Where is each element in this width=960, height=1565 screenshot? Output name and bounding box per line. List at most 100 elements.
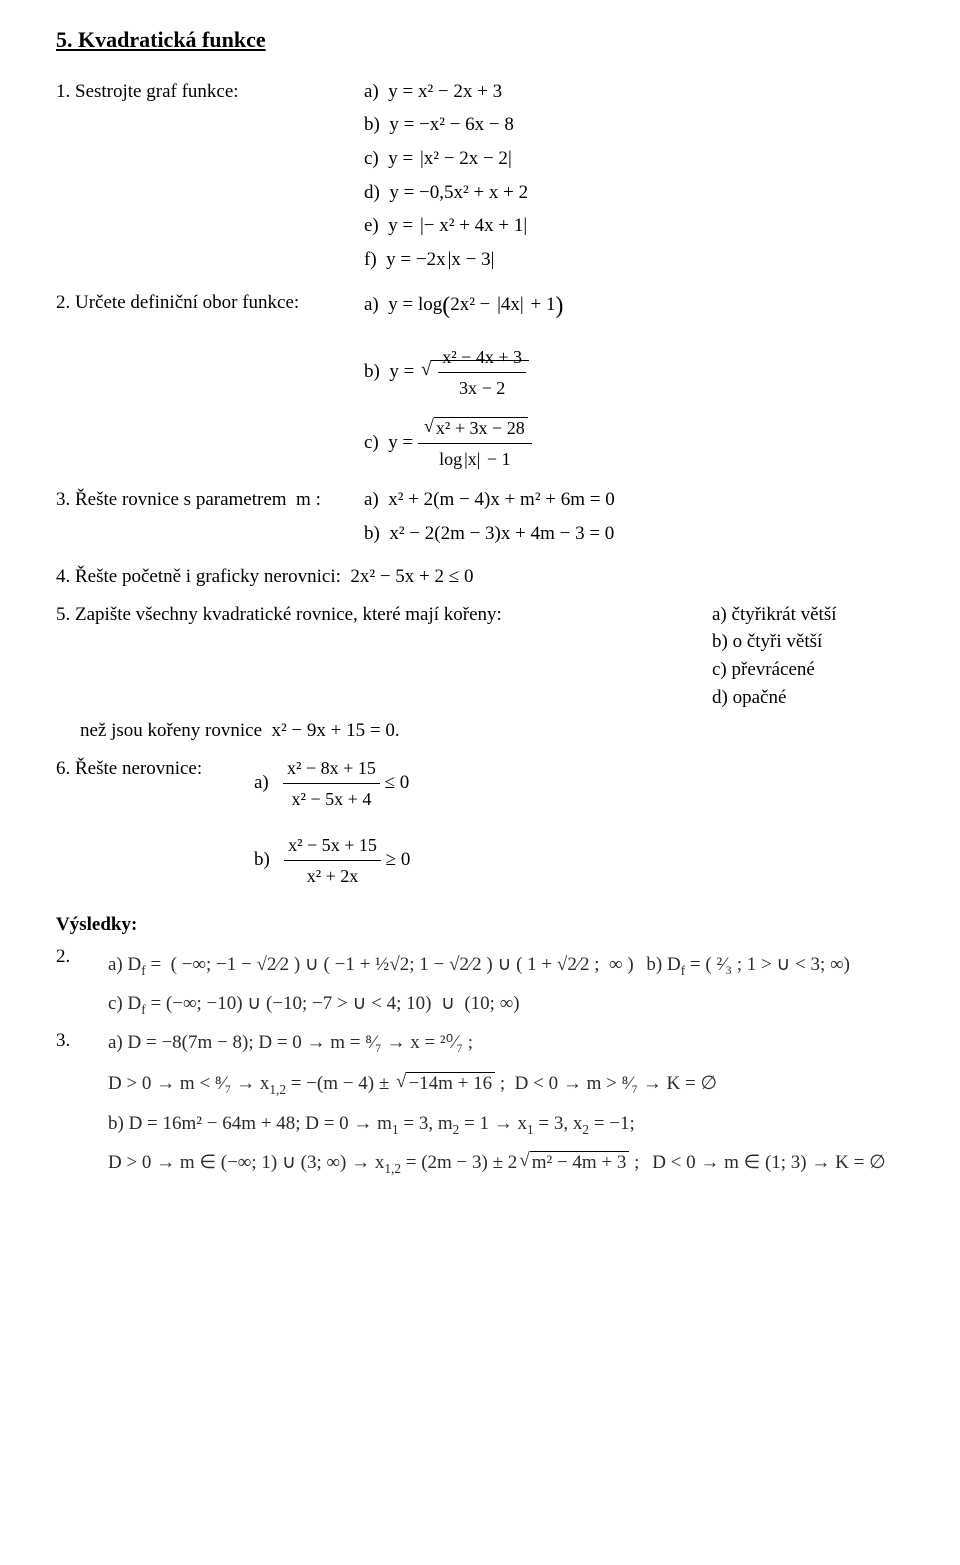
- q6-a: a) x² − 8x + 15 x² − 5x + 4 ≤ 0: [254, 755, 912, 812]
- q2-a-inner-abs: 4x: [495, 294, 526, 315]
- r2c-body: = (−∞; −10) ∪ (−10; −7 > ∪ < 4; 10) ∪ (1…: [146, 993, 520, 1014]
- result-2c: c) Df = (−∞; −10) ∪ (−10; −7 > ∪ < 4; 10…: [104, 988, 524, 1021]
- q6-b-den: x² + 2x: [284, 861, 381, 889]
- q5-opt-a: a) čtyřikrát větší: [712, 601, 912, 629]
- r3b-l1-mid1: = 3, m: [399, 1113, 453, 1134]
- q5-tail-text: než jsou kořeny rovnice x² − 9x + 15 = 0…: [80, 720, 400, 741]
- q2-c-den: logx − 1: [418, 444, 532, 472]
- q2-b-sqrt: x² − 4x + 3 3x − 2: [419, 344, 529, 401]
- q2-a-inner-pre: 2x² −: [450, 294, 495, 315]
- q5-tail: než jsou kořeny rovnice x² − 9x + 15 = 0…: [56, 717, 912, 745]
- q5-opt-d: d) opačné: [712, 684, 912, 712]
- q6-b-num: x² − 5x + 15: [284, 832, 381, 861]
- r3b-l1-end: = −1;: [589, 1113, 635, 1134]
- lparen: (: [442, 293, 450, 319]
- r3b-l1-sub3: 1: [527, 1121, 534, 1136]
- q2-options: a) y = log(2x² − 4x + 1): [364, 289, 912, 329]
- r3b-l2-pre: D > 0 → m ∈ (−∞; 1) ∪ (3; ∞) → x: [108, 1152, 384, 1173]
- r3a-label: a): [108, 1032, 128, 1053]
- r3a-l2-mid: = −(m − 4) ±: [286, 1073, 394, 1094]
- q2-c-pre: c) y =: [364, 432, 418, 453]
- q6-b-pre: b): [254, 849, 279, 870]
- q1-c-abs: x² − 2x − 2: [418, 148, 514, 169]
- result-3a-line1: a) D = −8(7m − 8); D = 0 → m = ⁸⁄₇ → x =…: [104, 1027, 477, 1059]
- q3-b: b) x² − 2(2m − 3)x + 4m − 3 = 0: [364, 520, 912, 548]
- r2a-D: D: [128, 954, 142, 975]
- r3b-l1-mid3: = 3, x: [534, 1113, 583, 1134]
- q1-options: a) y = x² − 2x + 3 b) y = −x² − 6x − 8 c…: [364, 78, 912, 279]
- q1-f-abs: x − 3: [446, 249, 497, 270]
- q2-c-den-post: − 1: [482, 449, 510, 469]
- r3b-l2-mid: = (2m − 3) ± 2: [401, 1152, 517, 1173]
- q3-a: a) x² + 2(m − 4)x + m² + 6m = 0: [364, 486, 912, 514]
- q6-options: a) x² − 8x + 15 x² − 5x + 4 ≤ 0: [254, 755, 912, 818]
- r2a-mid3: ⁄2 ) ∪ ( 1 +: [469, 954, 557, 975]
- q2-c-frac: x² + 3x − 28 logx − 1: [418, 415, 532, 472]
- question-6: 6. Řešte nerovnice: a) x² − 8x + 15 x² −…: [56, 755, 912, 818]
- q3-stem: 3. Řešte rovnice s parametrem m :: [56, 486, 364, 514]
- r2b-D: D: [667, 954, 681, 975]
- rparen: ): [555, 293, 563, 319]
- q2-b-num: x² − 4x + 3: [438, 344, 526, 373]
- result-2: 2. a) Df = ( −∞; −1 − √2⁄2 ) ∪ ( −1 + ½√…: [56, 943, 912, 1021]
- results-heading: Výsledky:: [56, 911, 912, 939]
- q5-right: a) čtyřikrát větší b) o čtyři větší c) p…: [712, 601, 912, 711]
- result-3b-line3: D < 0 → m ∈ (1; 3) → K = ∅: [648, 1147, 889, 1179]
- q6-a-post: ≤ 0: [385, 772, 410, 793]
- q6-b-post: ≥ 0: [386, 849, 411, 870]
- r3a-l2-post: ; D < 0 → m > ⁸⁄₇ → K = ∅: [495, 1073, 717, 1094]
- r3b-label: b): [108, 1113, 129, 1134]
- q6-a-num: x² − 8x + 15: [283, 755, 380, 784]
- result-2b: b) Df = ( ²⁄₃ ; 1 > ∪ < 3; ∞): [642, 949, 854, 982]
- r2b-body: = ( ²⁄₃ ; 1 > ∪ < 3; ∞): [685, 954, 850, 975]
- r3a-l2-sub: 1,2: [269, 1082, 286, 1097]
- q6-b: b) x² − 5x + 15 x² + 2x ≥ 0: [56, 832, 912, 889]
- q2-a: a) y = log(2x² − 4x + 1): [364, 289, 912, 323]
- q3-options: a) x² + 2(m − 4)x + m² + 6m = 0 b) x² − …: [364, 486, 912, 553]
- r2c-D: D: [128, 993, 142, 1014]
- q2-c: c) y = x² + 3x − 28 logx − 1: [56, 415, 912, 472]
- r3b-l3: D < 0 → m ∈ (1; 3) → K = ∅: [652, 1152, 885, 1173]
- result-3-body: a) D = −8(7m − 8); D = 0 → m = ⁸⁄₇ → x =…: [104, 1027, 912, 1180]
- q2-c-num-sqrt: x² + 3x − 28: [422, 415, 528, 441]
- q2-c-den-abs: x: [462, 449, 482, 469]
- q1-stem: 1. Sestrojte graf funkce:: [56, 78, 364, 106]
- q1-a: a) y = x² − 2x + 3: [364, 78, 912, 106]
- q1-f-pre: f) y = −2x: [364, 249, 446, 270]
- q6-a-frac: x² − 8x + 15 x² − 5x + 4: [283, 755, 380, 812]
- r2a-label: a): [108, 954, 128, 975]
- q6-a-den: x² − 5x + 4: [283, 784, 380, 812]
- result-3: 3. a) D = −8(7m − 8); D = 0 → m = ⁸⁄₇ → …: [56, 1027, 912, 1180]
- q2-c-den-pre: log: [439, 449, 462, 469]
- q2-b-pre: b) y =: [364, 361, 419, 382]
- q1-b: b) y = −x² − 6x − 8: [364, 111, 912, 139]
- r3a-l2-pre: D > 0 → m < ⁸⁄₇ → x: [108, 1073, 269, 1094]
- result-3b-line1: b) D = 16m² − 64m + 48; D = 0 → m 1 = 3, …: [104, 1108, 639, 1141]
- q6-b-frac: x² − 5x + 15 x² + 2x: [284, 832, 381, 889]
- q2-b-frac: x² − 4x + 3 3x − 2: [438, 344, 526, 401]
- q2-stem: 2. Určete definiční obor funkce:: [56, 289, 364, 317]
- q1-e-pre: e) y =: [364, 215, 418, 236]
- q1-e: e) y = − x² + 4x + 1: [364, 212, 912, 240]
- result-3a-line2: D > 0 → m < ⁸⁄₇ → x1,2 = −(m − 4) ± −14m…: [104, 1068, 721, 1101]
- question-2: 2. Určete definiční obor funkce: a) y = …: [56, 289, 912, 329]
- r2a-mid2: ; 1 −: [409, 954, 449, 975]
- result-2-num: 2.: [56, 943, 104, 1021]
- r3b-l1-pre: D = 16m² − 64m + 48; D = 0 → m: [129, 1113, 392, 1134]
- result-2a: a) Df = ( −∞; −1 − √2⁄2 ) ∪ ( −1 + ½√2; …: [104, 949, 638, 982]
- result-3-num: 3.: [56, 1027, 104, 1180]
- r2a-sqrt1: √2: [256, 954, 276, 975]
- q5-opt-c: c) převrácené: [712, 656, 912, 684]
- section-title: 5. Kvadratická funkce: [56, 24, 912, 56]
- r3b-l2-sub: 1,2: [384, 1160, 401, 1175]
- r3b-l1-mid2: = 1 → x: [459, 1113, 527, 1134]
- q6-a-pre: a): [254, 772, 278, 793]
- r3b-l2-end: ;: [629, 1152, 639, 1173]
- r2b-label: b): [646, 954, 667, 975]
- q2-a-inner-post: + 1: [526, 294, 556, 315]
- q1-c: c) y = x² − 2x − 2: [364, 145, 912, 173]
- question-1: 1. Sestrojte graf funkce: a) y = x² − 2x…: [56, 78, 912, 279]
- q1-e-abs: − x² + 4x + 1: [418, 215, 529, 236]
- r3b-l2-sqrt: m² − 4m + 3: [517, 1149, 629, 1177]
- q5-opt-b: b) o čtyři větší: [712, 628, 912, 656]
